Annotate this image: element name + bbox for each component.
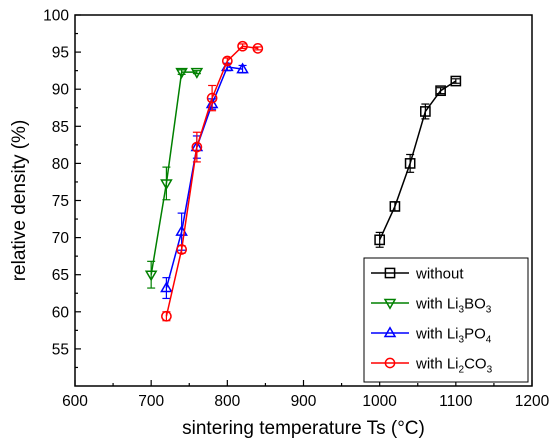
series-2 (160, 60, 249, 300)
data-point (175, 67, 188, 79)
legend-text-part: with Li (415, 296, 459, 313)
y-tick-label: 75 (52, 193, 69, 210)
data-point (236, 62, 249, 74)
data-point (160, 179, 173, 191)
y-tick-label: 80 (52, 156, 70, 173)
legend-box (363, 257, 529, 383)
legend-entry: with Li3PO4 (371, 326, 492, 346)
data-point (435, 85, 446, 97)
data-point (450, 75, 462, 87)
y-tick-label: 85 (52, 119, 69, 136)
data-point (206, 92, 218, 104)
legend-text-part: BO (464, 296, 486, 313)
legend-text-part: with Li (415, 356, 459, 373)
y-tick-label: 65 (52, 267, 69, 284)
data-point (161, 310, 172, 322)
y-tick-label: 55 (52, 341, 69, 358)
legend-subscript: 3 (459, 305, 465, 316)
legend-text-part: with Li (415, 326, 459, 343)
legend-entry: with Li2CO3 (371, 356, 493, 376)
data-point (160, 281, 173, 293)
legend-entry: without (371, 266, 464, 283)
x-tick-label: 700 (138, 393, 164, 410)
legend-marker (383, 298, 397, 310)
series-line (378, 80, 457, 241)
series-layer (144, 40, 462, 322)
data-point (404, 158, 416, 169)
legend-label: with Li3BO3 (415, 296, 492, 316)
plot-frame (74, 14, 533, 387)
legend-text-part: CO (464, 356, 487, 373)
data-point (252, 43, 264, 54)
y-axis-title: relative density (%) (9, 120, 30, 282)
legend-marker (384, 357, 396, 369)
legend-subscript: 3 (486, 305, 492, 316)
y-tick-label: 100 (43, 8, 69, 25)
data-point (221, 55, 233, 67)
legend-subscript: 3 (487, 365, 493, 376)
y-tick-label: 95 (52, 45, 69, 62)
y-tick-label: 90 (52, 82, 70, 99)
legend-subscript: 2 (459, 365, 465, 376)
legend-text-part: PO (464, 326, 486, 343)
x-tick-label: 800 (214, 393, 240, 410)
x-tick-label: 1000 (362, 393, 397, 410)
data-point (237, 40, 248, 52)
legend-marker (383, 326, 397, 338)
y-tick-label: 70 (52, 230, 70, 247)
data-point (144, 270, 158, 282)
data-point (389, 201, 401, 212)
legend-subscript: 4 (486, 335, 492, 346)
legend-entry: with Li3BO3 (371, 296, 492, 316)
x-tick-label: 1200 (515, 393, 550, 410)
data-point (420, 106, 431, 117)
y-tick-label: 60 (52, 304, 70, 321)
legend-marker (384, 267, 396, 279)
x-tick-label: 1100 (439, 393, 473, 410)
ticks-layer: 600 700 800 900 1000 1100 1200 55 60 65 70 75 80 85 90… (43, 8, 549, 411)
x-tick-label: 600 (62, 393, 88, 410)
x-tick-label: 900 (291, 393, 317, 410)
data-point (190, 67, 204, 79)
legend-text-part: without (415, 266, 464, 283)
legend-label: without (415, 266, 464, 283)
data-point (176, 244, 187, 255)
series-line (150, 71, 197, 275)
data-point (374, 234, 386, 246)
x-axis-title: sintering temperature Ts (°C) (182, 418, 425, 439)
data-point (191, 141, 203, 153)
series-3 (161, 40, 264, 322)
legend-subscript: 3 (459, 335, 465, 346)
legend-label: with Li3PO4 (415, 326, 492, 346)
legend-label: with Li2CO3 (415, 356, 493, 376)
series-1 (144, 67, 204, 289)
series-0 (374, 75, 462, 248)
